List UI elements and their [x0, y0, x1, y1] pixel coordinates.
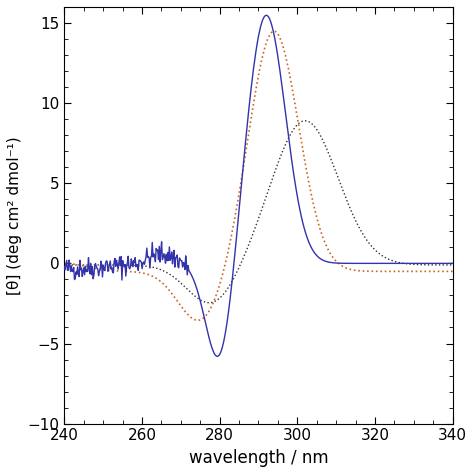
X-axis label: wavelength / nm: wavelength / nm — [189, 449, 328, 467]
Y-axis label: [θ] (deg cm² dmol⁻¹): [θ] (deg cm² dmol⁻¹) — [7, 136, 22, 295]
